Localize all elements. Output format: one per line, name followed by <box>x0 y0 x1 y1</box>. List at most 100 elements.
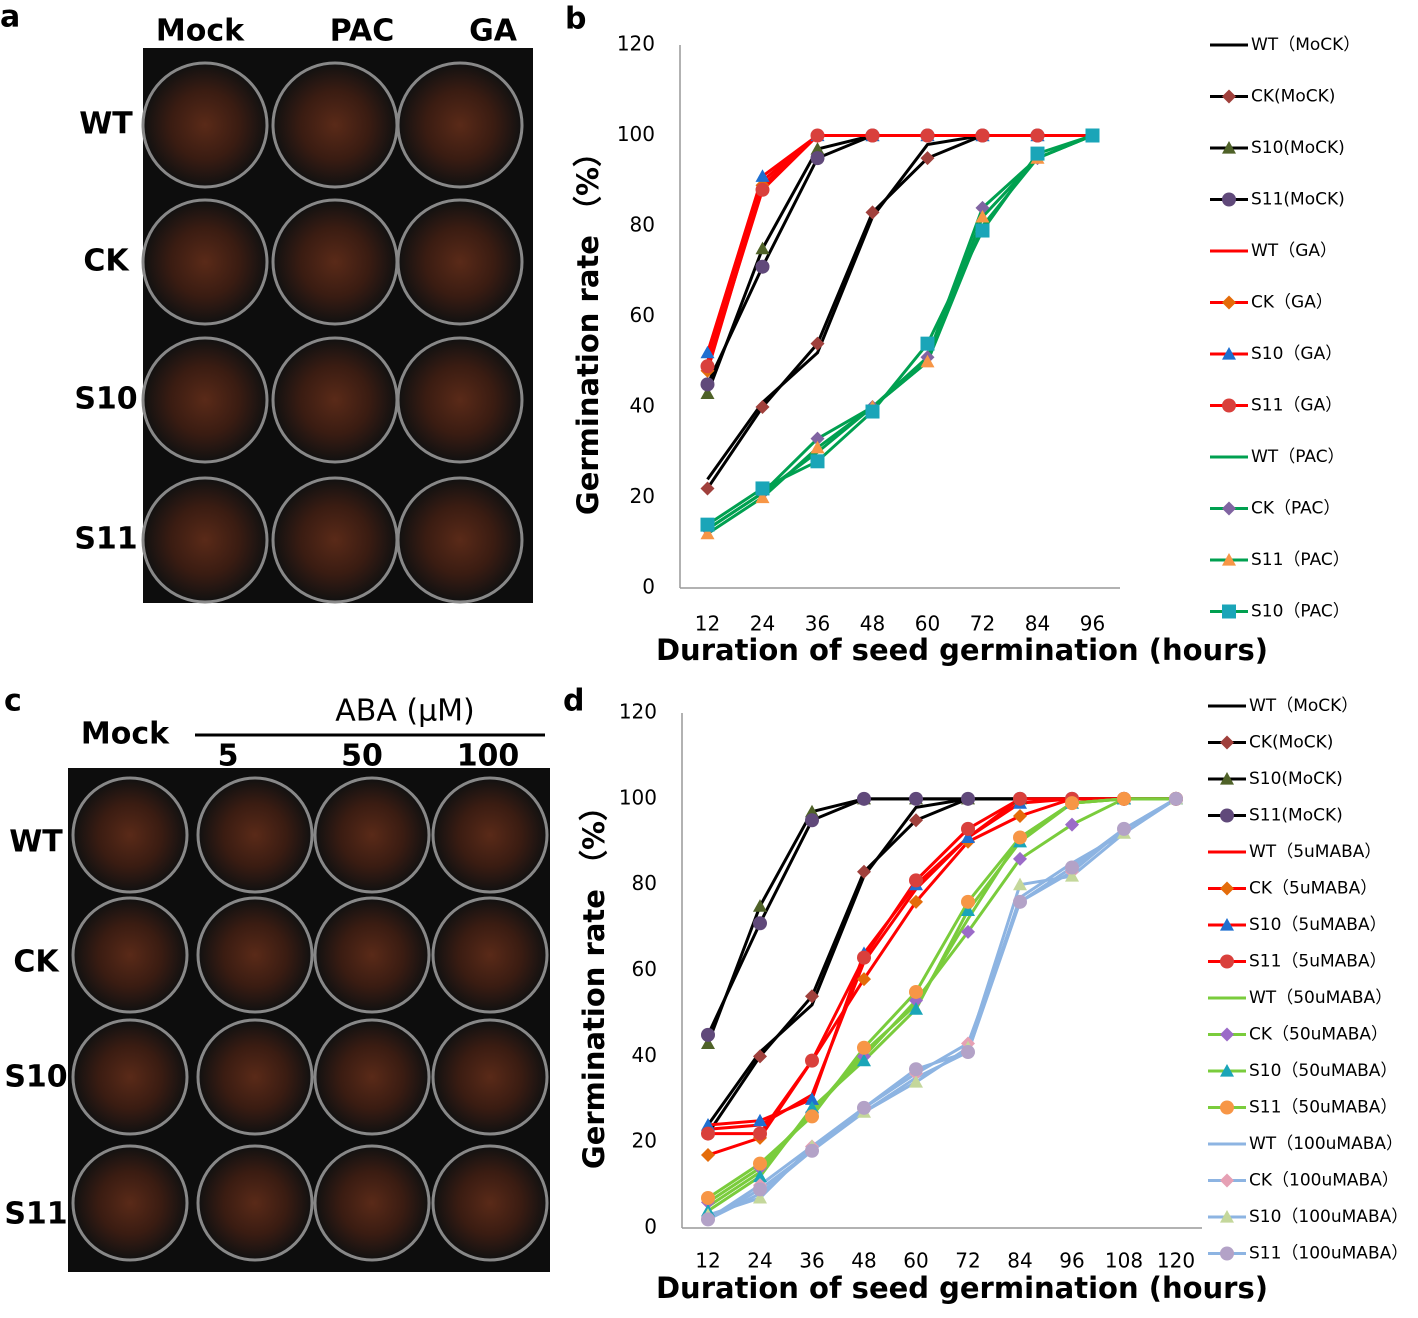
x-tick-label: 24 <box>750 612 775 636</box>
well <box>271 476 399 604</box>
marker <box>753 916 767 931</box>
y-tick-label: 40 <box>630 394 655 418</box>
legend-label: WT（GA） <box>1251 241 1337 261</box>
legend-label: S10(MoCK) <box>1251 138 1345 158</box>
well <box>196 776 314 894</box>
column-label: 5 <box>218 739 239 774</box>
series-line <box>707 797 1177 1221</box>
legend-marker <box>1220 1246 1234 1261</box>
x-axis-title: Duration of seed germination (hours) <box>656 1271 1268 1305</box>
well <box>141 61 269 189</box>
marker <box>961 791 975 806</box>
x-tick-label: 60 <box>915 612 940 636</box>
x-tick-label: 48 <box>860 612 885 636</box>
well <box>271 61 399 189</box>
x-tick-label: 108 <box>1105 1249 1143 1273</box>
marker <box>810 454 825 469</box>
marker <box>701 1190 715 1205</box>
panel-letter: a <box>0 0 20 35</box>
legend-marker <box>1220 1210 1234 1223</box>
marker <box>1013 851 1027 866</box>
x-tick-label: 12 <box>695 1249 720 1273</box>
marker <box>1013 877 1027 891</box>
y-tick-label: 0 <box>644 1215 657 1239</box>
legend-marker <box>1222 347 1236 360</box>
x-tick-label: 60 <box>903 1249 928 1273</box>
x-tick-label: 36 <box>799 1249 824 1273</box>
marker <box>920 336 935 351</box>
marker <box>810 128 825 143</box>
y-tick-label: 60 <box>632 957 657 981</box>
legend-label: CK（100uMABA） <box>1249 1171 1399 1191</box>
legend-label: WT（100uMABA） <box>1249 1134 1403 1154</box>
well <box>71 1144 189 1262</box>
column-label: PAC <box>330 14 394 49</box>
marker <box>805 1109 819 1124</box>
series-line <box>706 797 1176 1044</box>
x-tick-label: 96 <box>1059 1249 1084 1273</box>
marker <box>810 142 825 155</box>
well <box>431 776 549 894</box>
well <box>396 61 524 189</box>
well <box>271 336 399 464</box>
marker <box>961 903 975 917</box>
legend-label: CK（50uMABA） <box>1249 1025 1388 1045</box>
marker <box>753 1190 767 1204</box>
marker <box>1030 128 1045 143</box>
legend-marker <box>1220 772 1234 785</box>
y-tick-label: 20 <box>632 1129 657 1153</box>
marker <box>865 205 880 220</box>
marker <box>857 950 871 965</box>
marker <box>810 431 825 446</box>
x-tick-label: 36 <box>805 612 830 636</box>
well <box>271 198 399 326</box>
series-line <box>706 797 1176 1036</box>
marker <box>975 200 990 215</box>
legend-marker <box>1220 1027 1234 1042</box>
legend-label: CK（PAC） <box>1251 499 1340 519</box>
legend-label: S10（100uMABA） <box>1249 1207 1408 1227</box>
legend-marker <box>1220 1100 1234 1115</box>
x-tick-label: 72 <box>970 612 995 636</box>
marker <box>857 972 871 987</box>
row-label: S11 <box>4 1197 67 1232</box>
row-label: S11 <box>74 522 137 557</box>
x-tick-label: 12 <box>695 612 720 636</box>
legend-marker <box>1220 954 1234 969</box>
series-line <box>707 797 1177 1221</box>
legend-marker <box>1220 808 1234 823</box>
marker <box>810 440 825 454</box>
marker <box>701 1126 715 1141</box>
marker <box>700 359 715 374</box>
marker <box>857 1100 871 1115</box>
marker <box>701 1027 715 1042</box>
row-label: WT <box>79 107 133 142</box>
well <box>196 1144 314 1262</box>
marker <box>755 400 770 414</box>
column-label: GA <box>469 14 518 49</box>
marker <box>1065 817 1079 832</box>
legend-marker <box>1222 553 1236 566</box>
marker <box>1085 128 1100 143</box>
panel-letter: b <box>565 2 586 37</box>
marker <box>1117 791 1131 806</box>
marker <box>857 791 871 806</box>
marker <box>909 894 923 909</box>
marker <box>1013 894 1027 909</box>
marker <box>1013 830 1027 845</box>
well <box>396 476 524 604</box>
marker <box>701 1148 715 1163</box>
x-tick-label: 72 <box>955 1249 980 1273</box>
marker <box>961 924 975 939</box>
marker <box>1013 809 1027 823</box>
marker <box>909 1002 923 1015</box>
y-axis-title: Germination rate （%） <box>571 138 605 515</box>
column-label: 100 <box>457 739 520 774</box>
legend-marker <box>1220 1064 1234 1077</box>
marker <box>753 1169 767 1183</box>
marker <box>755 481 770 496</box>
marker <box>700 377 715 392</box>
legend-label: S10（50uMABA） <box>1249 1061 1397 1081</box>
marker <box>805 1100 819 1114</box>
well <box>196 1018 314 1136</box>
